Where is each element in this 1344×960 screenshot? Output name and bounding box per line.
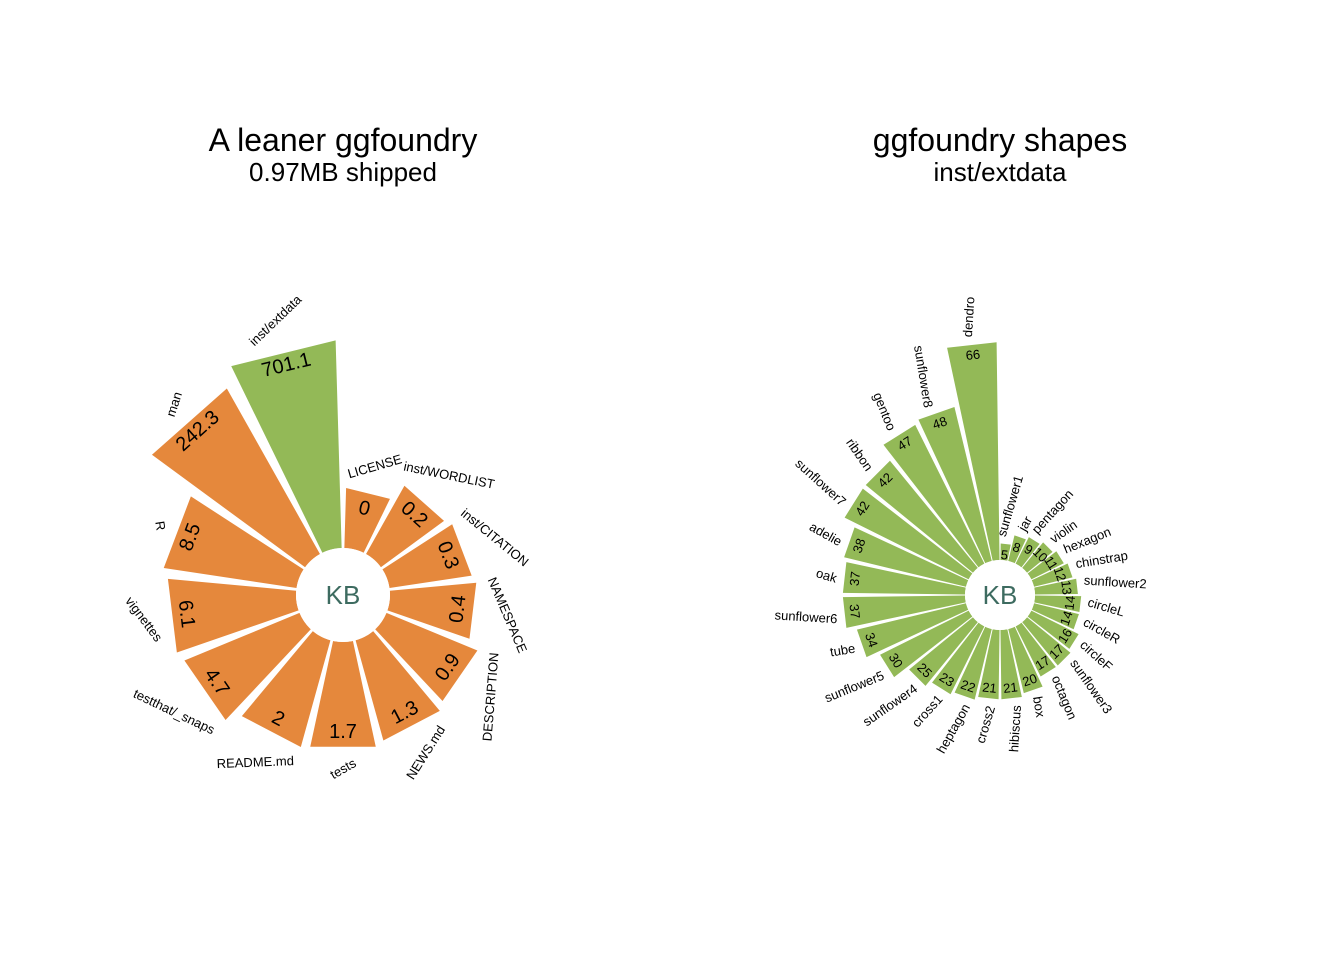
- bar: [151, 388, 320, 568]
- value-label: 17: [1033, 653, 1053, 673]
- value-label: 14: [1061, 595, 1078, 611]
- chart-title: ggfoundry shapes: [873, 122, 1127, 158]
- value-label: 66: [965, 346, 981, 363]
- bar: [1027, 610, 1079, 649]
- bar: [167, 578, 299, 653]
- value-label: 8: [1011, 539, 1023, 556]
- bar: [1031, 603, 1079, 630]
- bar: [344, 488, 390, 553]
- bar: [978, 629, 1000, 700]
- bar: [355, 631, 440, 741]
- bar: [163, 496, 304, 588]
- category-label: tube: [829, 641, 856, 660]
- bar: [382, 524, 472, 588]
- value-label: 5: [1000, 547, 1009, 563]
- center-hole: [965, 560, 1035, 630]
- value-label: 30: [886, 650, 906, 670]
- category-label: sunflower2: [1083, 573, 1147, 592]
- center-hole: [296, 548, 390, 642]
- bar: [1015, 622, 1056, 677]
- value-label: 6.1: [174, 599, 199, 629]
- value-label: 13: [1058, 579, 1075, 595]
- bar: [865, 460, 978, 573]
- bar: [947, 342, 1000, 561]
- category-label: DESCRIPTION: [479, 652, 501, 742]
- value-label: 37: [847, 603, 864, 619]
- bar: [1008, 535, 1026, 564]
- bar: [1022, 617, 1071, 666]
- value-label: 1.7: [329, 721, 357, 743]
- value-label: 21: [982, 679, 998, 696]
- value-label: 22: [959, 677, 978, 696]
- center-label: KB: [983, 580, 1018, 610]
- bar: [1027, 551, 1064, 580]
- value-label: 0.4: [445, 594, 470, 624]
- value-label: 21: [1002, 679, 1018, 696]
- chart-title: A leaner ggfoundry: [209, 122, 478, 158]
- bar: [842, 562, 966, 595]
- bar: [1034, 595, 1082, 613]
- bar: [880, 610, 973, 678]
- bar: [231, 340, 342, 553]
- value-label: 14: [1057, 609, 1076, 628]
- value-label: 38: [850, 536, 869, 555]
- bar: [241, 631, 331, 748]
- category-label: oak: [814, 565, 839, 585]
- center-label: KB: [326, 580, 361, 610]
- category-label: sunflower6: [774, 607, 838, 626]
- bar: [184, 612, 311, 721]
- bar: [856, 603, 969, 658]
- value-label: 34: [862, 631, 881, 650]
- bar: [375, 612, 478, 701]
- bar: [1000, 543, 1011, 561]
- chart-subtitle: inst/extdata: [934, 157, 1068, 187]
- bar: [844, 488, 973, 580]
- value-label: 37: [847, 571, 864, 587]
- value-label: 16: [1055, 626, 1075, 646]
- category-label: dendro: [960, 296, 977, 337]
- bar: [366, 485, 445, 568]
- bar: [918, 407, 992, 564]
- bar: [387, 582, 477, 639]
- chart-subtitle: 0.97MB shipped: [249, 157, 437, 187]
- value-label: 48: [930, 413, 949, 432]
- bar: [1022, 542, 1053, 573]
- bar: [1031, 563, 1073, 587]
- value-label: 42: [852, 498, 872, 518]
- value-label: 23: [937, 669, 957, 689]
- bar: [954, 626, 992, 700]
- bar: [1015, 537, 1040, 568]
- bar: [1000, 629, 1022, 700]
- bar: [909, 617, 978, 686]
- bar: [844, 527, 969, 587]
- bar: [842, 595, 966, 628]
- value-label: 11: [1041, 553, 1061, 572]
- category-label: hibiscus: [1006, 704, 1024, 752]
- category-label: jar: [1014, 513, 1035, 534]
- bar: [932, 622, 985, 695]
- value-label: 12: [1051, 565, 1070, 584]
- value-label: 47: [895, 433, 915, 453]
- bar: [883, 424, 985, 568]
- category-label: R: [152, 520, 168, 532]
- category-label: README.md: [216, 753, 294, 771]
- value-label: 0: [356, 497, 372, 521]
- bar: [310, 640, 376, 747]
- category-label: box: [1030, 695, 1048, 719]
- bar: [1008, 626, 1043, 694]
- value-label: 20: [1020, 670, 1039, 689]
- bar: [1034, 578, 1078, 595]
